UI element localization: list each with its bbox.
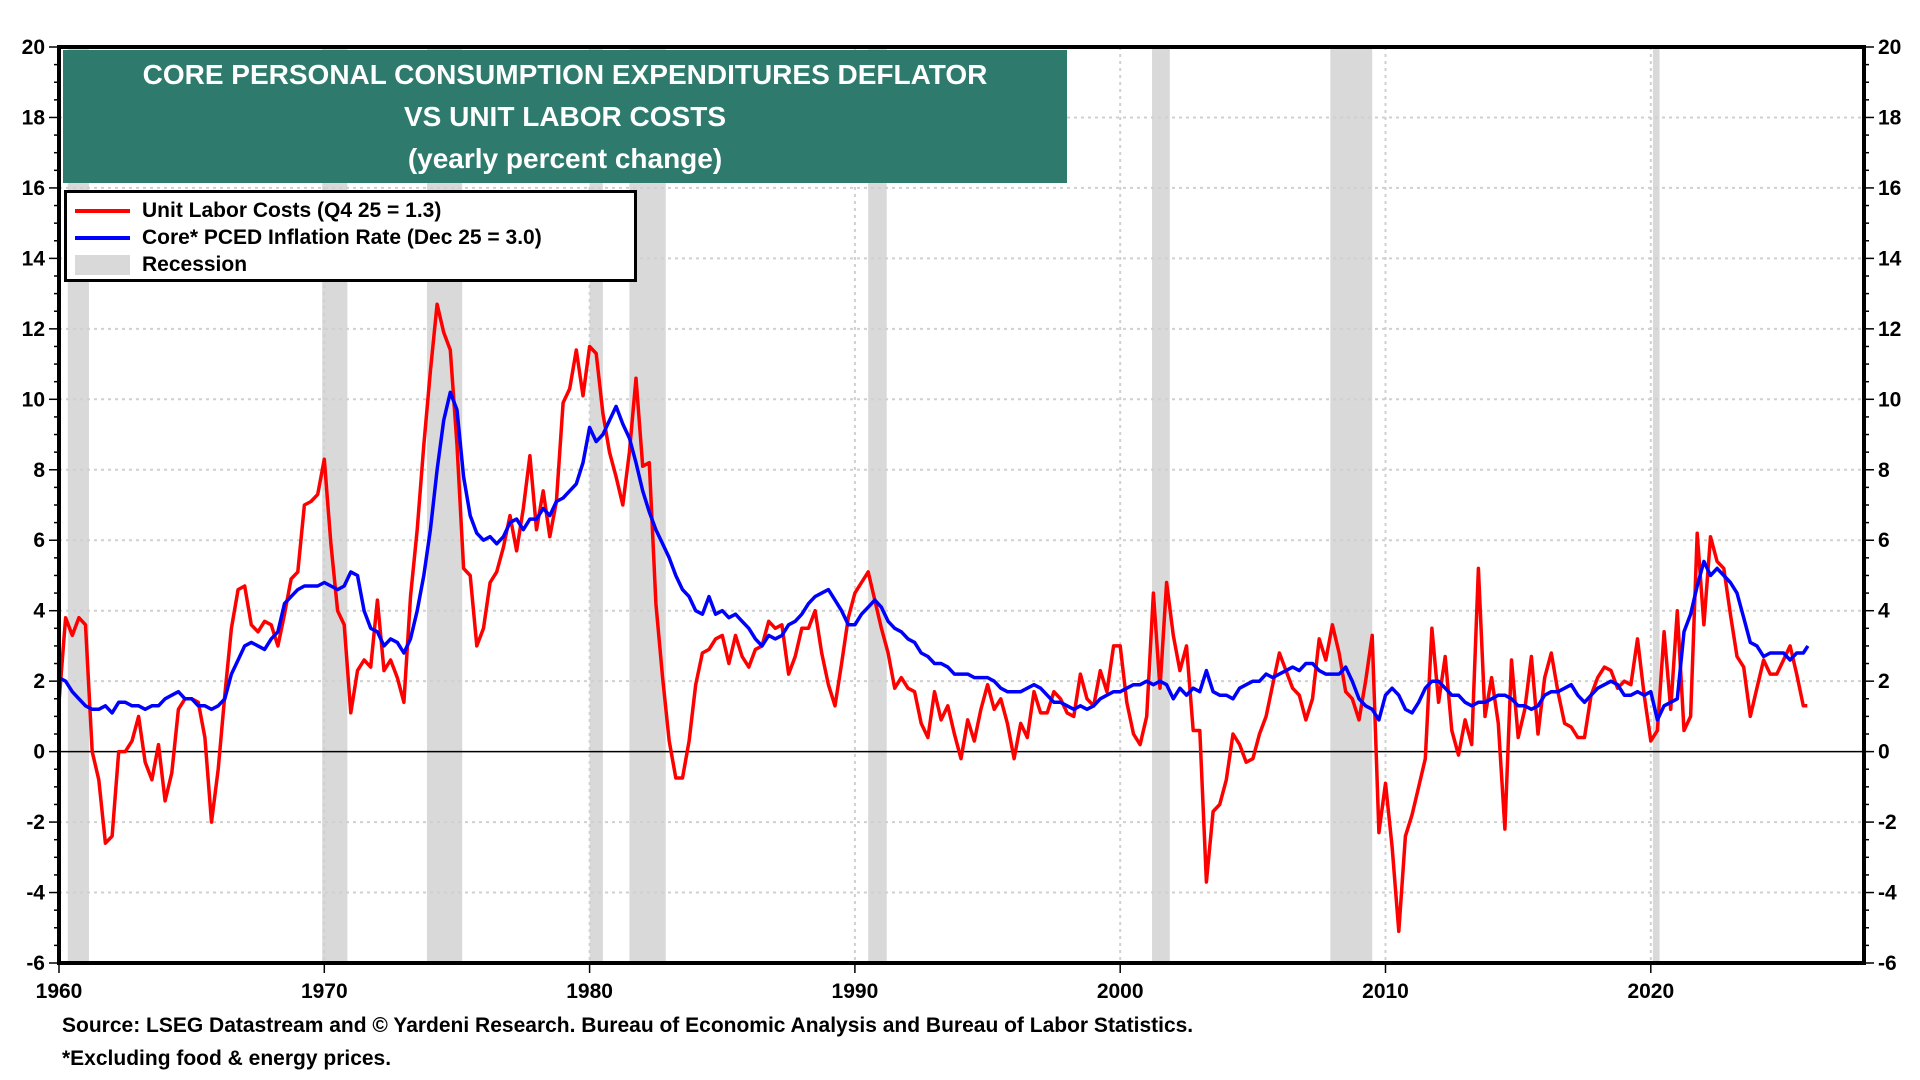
y-tick-label-left: 12 [22, 318, 45, 341]
legend-item-pced: Core* PCED Inflation Rate (Dec 25 = 3.0) [75, 224, 626, 251]
y-tick-label-right: 4 [1878, 600, 1890, 623]
x-tick-label: 1970 [301, 980, 348, 1003]
legend-swatch-pced [75, 235, 130, 240]
legend-label-ulc: Unit Labor Costs (Q4 25 = 1.3) [142, 198, 442, 222]
y-tick-label-left: 4 [33, 600, 45, 623]
y-tick-label-right: 20 [1878, 36, 1901, 59]
recession-band [589, 47, 603, 963]
y-tick-label-left: -6 [26, 952, 45, 975]
chart-title: CORE PERSONAL CONSUMPTION EXPENDITURES D… [142, 59, 988, 90]
y-tick-label-left: 20 [22, 36, 45, 59]
legend-item-recession: Recession [75, 251, 626, 278]
y-tick-label-right: 2 [1878, 670, 1890, 693]
y-tick-label-right: 0 [1878, 741, 1890, 764]
recession-band [322, 47, 348, 963]
chart-title-box: CORE PERSONAL CONSUMPTION EXPENDITURES D… [63, 50, 1067, 183]
x-tick-label: 1960 [36, 980, 83, 1003]
y-tick-label-left: -4 [26, 882, 45, 905]
y-tick-label-right: -6 [1878, 952, 1897, 975]
y-tick-label-right: 10 [1878, 388, 1901, 411]
y-tick-label-right: 14 [1878, 247, 1902, 270]
footnote: *Excluding food & energy prices. [62, 1047, 392, 1070]
legend-label-pced: Core* PCED Inflation Rate (Dec 25 = 3.0) [142, 225, 542, 249]
recession-band [1330, 47, 1373, 963]
legend-item-ulc: Unit Labor Costs (Q4 25 = 1.3) [75, 197, 626, 224]
chart-subtitle: (yearly percent change) [407, 143, 723, 174]
x-tick-label: 1980 [566, 980, 613, 1003]
series-line-pced [58, 390, 1810, 722]
source-note: Source: LSEG Datastream and © Yardeni Re… [62, 1014, 1194, 1037]
y-tick-label-left: 6 [33, 529, 45, 552]
gridlines [59, 47, 1864, 963]
y-tick-label-right: 16 [1878, 177, 1901, 200]
tick-labels: -6 -6 -4 -4 -2 -2 0 0 2 2 4 4 6 6 8 8 10 10 12 12 14 14 16 16 18… [22, 36, 1902, 1003]
x-tick-label: 2020 [1627, 980, 1674, 1003]
y-tick-label-right: 6 [1878, 529, 1890, 552]
legend-swatch-ulc [75, 208, 130, 213]
y-tick-label-left: 14 [22, 247, 46, 270]
y-tick-label-right: -2 [1878, 811, 1897, 834]
y-tick-label-left: 18 [22, 106, 46, 129]
x-tick-label: 1990 [832, 980, 879, 1003]
series [57, 302, 1810, 934]
y-tick-label-left: 2 [33, 670, 45, 693]
y-tick-label-left: 8 [33, 459, 45, 482]
y-tick-label-left: -2 [26, 811, 45, 834]
y-tick-label-right: -4 [1878, 882, 1897, 905]
y-tick-label-left: 0 [33, 741, 45, 764]
legend-swatch-recession [75, 254, 130, 275]
x-tick-label: 2000 [1097, 980, 1144, 1003]
y-tick-label-left: 16 [22, 177, 45, 200]
legend-label-recession: Recession [142, 252, 248, 276]
axes [49, 45, 1874, 973]
recession-band [868, 47, 887, 963]
series-line-ulc [57, 302, 1808, 934]
chart-title-line2: VS UNIT LABOR COSTS [403, 101, 726, 132]
recession-band [1152, 47, 1170, 963]
y-tick-label-right: 8 [1878, 459, 1890, 482]
y-tick-label-right: 12 [1878, 318, 1901, 341]
y-tick-label-right: 18 [1878, 106, 1902, 129]
legend: Unit Labor Costs (Q4 25 = 1.3) Core* PCE… [64, 190, 637, 282]
recession-band [67, 47, 89, 963]
x-tick-label: 2010 [1362, 980, 1409, 1003]
recession-band [1652, 47, 1660, 963]
y-tick-label-left: 10 [22, 388, 45, 411]
